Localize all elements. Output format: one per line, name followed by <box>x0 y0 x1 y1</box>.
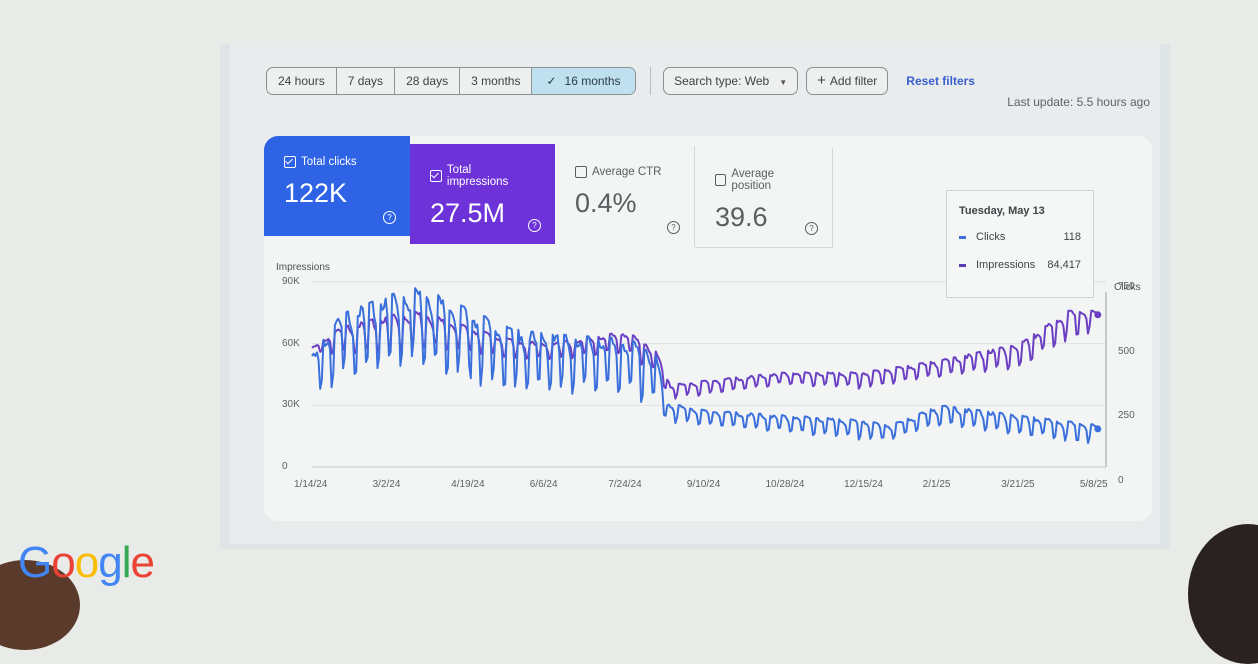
search-type-dropdown[interactable]: Search type: Web ▼ <box>663 67 799 95</box>
left-axis-title: Impressions <box>276 262 330 273</box>
help-icon[interactable]: ? <box>805 222 818 235</box>
x-axis-tick: 3/21/25 <box>1001 479 1035 490</box>
left-axis-tick: 0 <box>282 461 288 472</box>
date-range-28-days[interactable]: 28 days <box>395 68 461 94</box>
tooltip-row-clicks: Clicks 118 <box>959 231 1081 243</box>
google-logo: Google <box>18 538 155 588</box>
reset-filters-link[interactable]: Reset filters <box>906 74 975 88</box>
tooltip-value: 118 <box>1063 231 1081 243</box>
x-axis-tick: 4/19/24 <box>451 479 485 490</box>
metric-value: 27.5M <box>430 198 506 228</box>
legend-swatch-icon <box>959 263 966 267</box>
add-filter-label: Add filter <box>829 74 878 88</box>
x-axis-tick: 6/6/24 <box>529 479 558 490</box>
check-icon: ✓ <box>546 74 557 88</box>
logo-letter: e <box>130 538 155 587</box>
date-range-3-months[interactable]: 3 months <box>460 68 533 94</box>
checkbox-checked-icon[interactable] <box>284 156 296 168</box>
divider <box>649 67 652 95</box>
date-range-7-days[interactable]: 7 days <box>337 68 396 94</box>
right-axis-tick: 750 <box>1118 281 1135 292</box>
performance-chart[interactable]: Impressions Clicks 0 30K 60K 90K 0 250 500 750 1… <box>276 262 1156 502</box>
logo-letter: g <box>98 538 123 587</box>
logo-letter: o <box>51 538 76 587</box>
metric-value: 122K <box>284 178 348 208</box>
tooltip-value: 84,417 <box>1047 259 1081 271</box>
x-axis-tick: 5/8/25 <box>1079 479 1108 490</box>
x-axis-tick: 12/15/24 <box>844 479 883 490</box>
x-axis-tick: 7/24/24 <box>608 479 642 490</box>
metric-value: 39.6 <box>715 202 768 232</box>
tooltip-row-impressions: Impressions 84,417 <box>959 259 1081 271</box>
metric-label: Average CTR <box>592 166 662 178</box>
date-range-24-hours[interactable]: 24 hours <box>267 68 337 94</box>
date-range-16-months[interactable]: ✓ 16 months <box>532 68 635 94</box>
x-axis-tick: 2/1/25 <box>922 479 951 490</box>
metric-label: Total impressions <box>446 164 509 188</box>
metric-average-ctr[interactable]: Average CTR 0.4% ? <box>555 146 695 246</box>
x-axis-tick: 1/14/24 <box>294 479 328 490</box>
chart-tooltip: Tuesday, May 13 Clicks 118 Impressions 8… <box>946 190 1094 298</box>
help-icon[interactable]: ? <box>667 221 680 234</box>
left-axis-tick: 60K <box>282 337 300 349</box>
right-axis-title: Clicks <box>1114 282 1141 293</box>
right-axis-tick: 250 <box>1118 410 1135 422</box>
right-axis-tick: 500 <box>1118 345 1135 357</box>
help-icon[interactable]: ? <box>528 219 541 232</box>
metric-total-clicks[interactable]: Total clicks 122K ? <box>264 136 410 236</box>
logo-letter: G <box>18 538 52 587</box>
logo-letter: o <box>74 538 100 587</box>
search-type-label: Search type: Web <box>674 74 770 88</box>
audience-head <box>1188 524 1258 664</box>
logo-letter: l <box>121 538 132 587</box>
chevron-down-icon: ▼ <box>779 78 788 87</box>
checkbox-unchecked-icon[interactable] <box>575 166 587 178</box>
metric-label: Average position <box>731 168 775 192</box>
tooltip-date: Tuesday, May 13 <box>959 205 1045 217</box>
metric-total-impressions[interactable]: Total impressions 27.5M ? <box>410 144 555 244</box>
date-range-label: 16 months <box>564 74 621 88</box>
x-axis-tick: 10/28/24 <box>765 479 805 490</box>
help-icon[interactable]: ? <box>383 211 396 224</box>
metric-value: 0.4% <box>575 188 637 218</box>
left-axis-tick: 90K <box>282 276 300 287</box>
tooltip-label: Impressions <box>976 259 1036 271</box>
checkbox-unchecked-icon[interactable] <box>715 174 727 186</box>
metric-average-position[interactable]: Average position 39.6 ? <box>695 148 833 248</box>
metric-label: Total clicks <box>301 156 357 168</box>
tooltip-label: Clicks <box>976 231 1006 243</box>
add-filter-button[interactable]: + Add filter <box>806 67 889 95</box>
left-axis-tick: 30K <box>282 399 300 411</box>
right-axis-tick: 0 <box>1118 475 1124 486</box>
plus-icon: + <box>817 72 826 89</box>
filter-bar: 24 hours 7 days 28 days 3 months ✓ 16 mon… <box>266 64 975 98</box>
last-update-text: Last update: 5.5 hours ago <box>1007 95 1150 109</box>
legend-swatch-icon <box>959 235 966 239</box>
date-range-selector: 24 hours 7 days 28 days 3 months ✓ 16 mon… <box>266 67 636 95</box>
x-axis-tick: 3/2/24 <box>372 479 401 490</box>
checkbox-checked-icon[interactable] <box>430 170 442 182</box>
x-axis-tick: 9/10/24 <box>686 479 721 490</box>
chart-plot[interactable] <box>276 262 1156 502</box>
